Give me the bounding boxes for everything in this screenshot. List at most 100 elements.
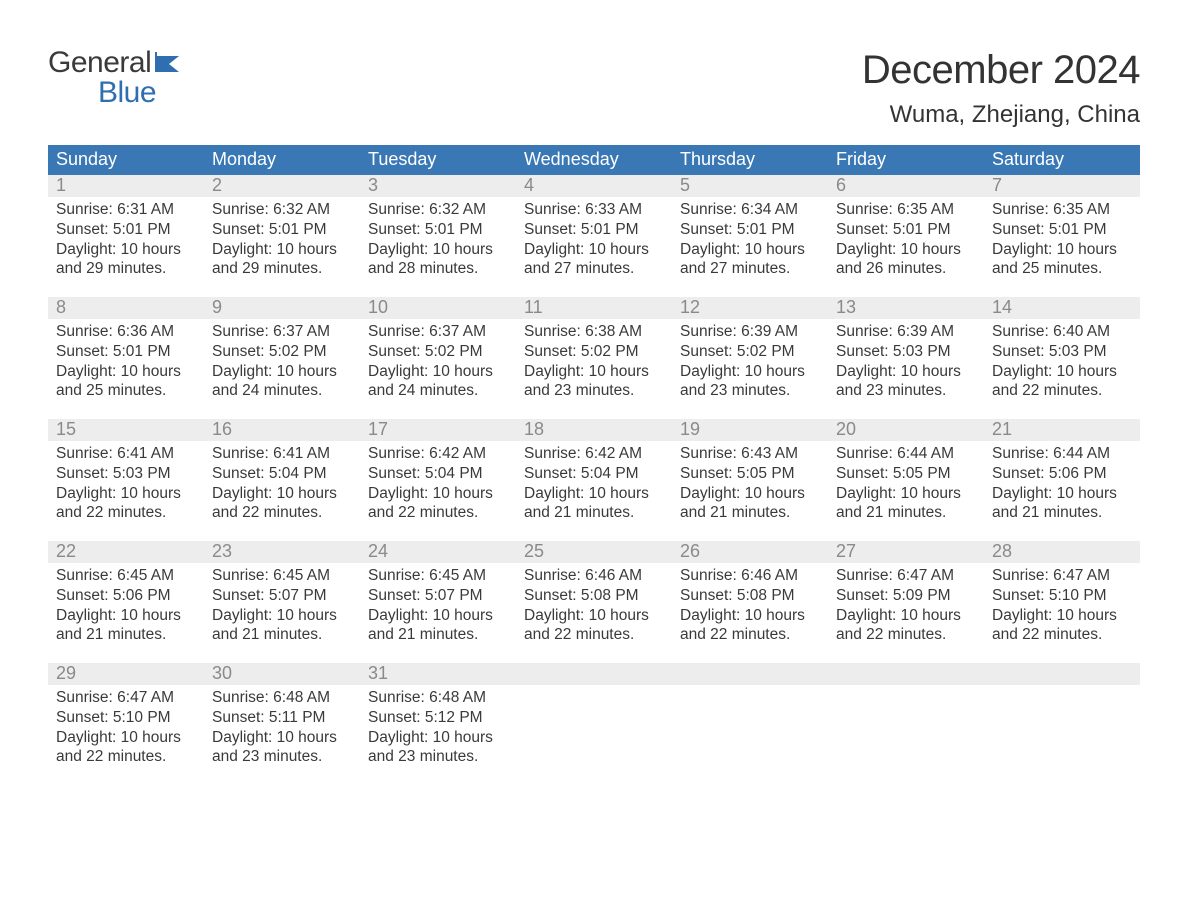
daylight-text: Daylight: 10 hours and 21 minutes. bbox=[368, 606, 508, 646]
daylight-text: Daylight: 10 hours and 21 minutes. bbox=[680, 484, 820, 524]
day-number: 4 bbox=[516, 175, 672, 197]
day-number bbox=[984, 663, 1140, 685]
sunset-text: Sunset: 5:01 PM bbox=[836, 220, 976, 240]
day-number: 28 bbox=[984, 541, 1140, 563]
day-cell: Sunrise: 6:45 AMSunset: 5:07 PMDaylight:… bbox=[360, 563, 516, 649]
daylight-text: Daylight: 10 hours and 21 minutes. bbox=[212, 606, 352, 646]
sunrise-text: Sunrise: 6:35 AM bbox=[992, 200, 1132, 220]
sunrise-text: Sunrise: 6:46 AM bbox=[680, 566, 820, 586]
day-number: 31 bbox=[360, 663, 516, 685]
daynum-row: 1234567 bbox=[48, 175, 1140, 197]
day-number: 16 bbox=[204, 419, 360, 441]
sunset-text: Sunset: 5:01 PM bbox=[56, 220, 196, 240]
day-cell: Sunrise: 6:45 AMSunset: 5:06 PMDaylight:… bbox=[48, 563, 204, 649]
daylight-text: Daylight: 10 hours and 22 minutes. bbox=[212, 484, 352, 524]
sunset-text: Sunset: 5:01 PM bbox=[56, 342, 196, 362]
logo-text-blue: Blue bbox=[48, 78, 183, 108]
sunset-text: Sunset: 5:07 PM bbox=[368, 586, 508, 606]
sunset-text: Sunset: 5:04 PM bbox=[212, 464, 352, 484]
daylight-text: Daylight: 10 hours and 22 minutes. bbox=[680, 606, 820, 646]
day-number: 17 bbox=[360, 419, 516, 441]
sunrise-text: Sunrise: 6:41 AM bbox=[56, 444, 196, 464]
sunset-text: Sunset: 5:03 PM bbox=[836, 342, 976, 362]
day-cell: Sunrise: 6:32 AMSunset: 5:01 PMDaylight:… bbox=[360, 197, 516, 283]
week: 15161718192021Sunrise: 6:41 AMSunset: 5:… bbox=[48, 419, 1140, 541]
day-number: 3 bbox=[360, 175, 516, 197]
sunset-text: Sunset: 5:10 PM bbox=[56, 708, 196, 728]
daynum-row: 293031 bbox=[48, 663, 1140, 685]
day-number: 15 bbox=[48, 419, 204, 441]
daynum-row: 22232425262728 bbox=[48, 541, 1140, 563]
day-number: 20 bbox=[828, 419, 984, 441]
sunrise-text: Sunrise: 6:33 AM bbox=[524, 200, 664, 220]
sunrise-text: Sunrise: 6:44 AM bbox=[992, 444, 1132, 464]
day-cell: Sunrise: 6:39 AMSunset: 5:02 PMDaylight:… bbox=[672, 319, 828, 405]
logo-text-general: General bbox=[48, 48, 151, 78]
day-number: 29 bbox=[48, 663, 204, 685]
sunset-text: Sunset: 5:08 PM bbox=[680, 586, 820, 606]
day-cell: Sunrise: 6:41 AMSunset: 5:04 PMDaylight:… bbox=[204, 441, 360, 527]
day-cell: Sunrise: 6:48 AMSunset: 5:11 PMDaylight:… bbox=[204, 685, 360, 771]
sunset-text: Sunset: 5:01 PM bbox=[524, 220, 664, 240]
content-row: Sunrise: 6:31 AMSunset: 5:01 PMDaylight:… bbox=[48, 197, 1140, 297]
day-cell: Sunrise: 6:42 AMSunset: 5:04 PMDaylight:… bbox=[516, 441, 672, 527]
sunset-text: Sunset: 5:02 PM bbox=[680, 342, 820, 362]
sunset-text: Sunset: 5:08 PM bbox=[524, 586, 664, 606]
sunrise-text: Sunrise: 6:37 AM bbox=[212, 322, 352, 342]
sunset-text: Sunset: 5:09 PM bbox=[836, 586, 976, 606]
day-header-cell: Saturday bbox=[984, 145, 1140, 175]
day-cell: Sunrise: 6:44 AMSunset: 5:06 PMDaylight:… bbox=[984, 441, 1140, 527]
week: 891011121314Sunrise: 6:36 AMSunset: 5:01… bbox=[48, 297, 1140, 419]
day-number: 27 bbox=[828, 541, 984, 563]
sunset-text: Sunset: 5:05 PM bbox=[836, 464, 976, 484]
daynum-row: 15161718192021 bbox=[48, 419, 1140, 441]
day-cell: Sunrise: 6:46 AMSunset: 5:08 PMDaylight:… bbox=[516, 563, 672, 649]
month-title: December 2024 bbox=[862, 48, 1140, 93]
content-row: Sunrise: 6:47 AMSunset: 5:10 PMDaylight:… bbox=[48, 685, 1140, 785]
day-header-cell: Friday bbox=[828, 145, 984, 175]
day-number bbox=[516, 663, 672, 685]
sunrise-text: Sunrise: 6:44 AM bbox=[836, 444, 976, 464]
day-cell: Sunrise: 6:37 AMSunset: 5:02 PMDaylight:… bbox=[204, 319, 360, 405]
sunset-text: Sunset: 5:10 PM bbox=[992, 586, 1132, 606]
sunset-text: Sunset: 5:02 PM bbox=[368, 342, 508, 362]
day-cell: Sunrise: 6:32 AMSunset: 5:01 PMDaylight:… bbox=[204, 197, 360, 283]
content-row: Sunrise: 6:36 AMSunset: 5:01 PM Daylight:… bbox=[48, 319, 1140, 419]
sunrise-text: Sunrise: 6:46 AM bbox=[524, 566, 664, 586]
day-number: 14 bbox=[984, 297, 1140, 319]
daylight-text: Daylight: 10 hours and 21 minutes. bbox=[56, 606, 196, 646]
sunrise-text: Sunrise: 6:36 AM bbox=[56, 322, 196, 342]
day-number: 18 bbox=[516, 419, 672, 441]
sunrise-text: Sunrise: 6:47 AM bbox=[56, 688, 196, 708]
sunrise-text: Sunrise: 6:38 AM bbox=[524, 322, 664, 342]
sunrise-text: Sunrise: 6:34 AM bbox=[680, 200, 820, 220]
sunset-text: Sunset: 5:02 PM bbox=[212, 342, 352, 362]
day-cell: Sunrise: 6:44 AMSunset: 5:05 PMDaylight:… bbox=[828, 441, 984, 527]
day-cell: Sunrise: 6:47 AMSunset: 5:10 PMDaylight:… bbox=[984, 563, 1140, 649]
sunrise-text: Sunrise: 6:31 AM bbox=[56, 200, 196, 220]
day-header-cell: Tuesday bbox=[360, 145, 516, 175]
day-number: 9 bbox=[204, 297, 360, 319]
sunset-text: Sunset: 5:05 PM bbox=[680, 464, 820, 484]
day-number: 21 bbox=[984, 419, 1140, 441]
sunset-text: Sunset: 5:02 PM bbox=[524, 342, 664, 362]
day-cell bbox=[984, 685, 1140, 771]
sunset-text: Sunset: 5:03 PM bbox=[56, 464, 196, 484]
sunrise-text: Sunrise: 6:47 AM bbox=[992, 566, 1132, 586]
day-cell: Sunrise: 6:38 AMSunset: 5:02 PMDaylight:… bbox=[516, 319, 672, 405]
day-number: 13 bbox=[828, 297, 984, 319]
daylight-text: Daylight: 10 hours and 23 minutes. bbox=[680, 362, 820, 402]
daylight-text: Daylight: 10 hours and 21 minutes. bbox=[524, 484, 664, 524]
title-block: December 2024 Wuma, Zhejiang, China bbox=[862, 48, 1140, 139]
day-cell: Sunrise: 6:37 AMSunset: 5:02 PMDaylight:… bbox=[360, 319, 516, 405]
day-header-cell: Sunday bbox=[48, 145, 204, 175]
daylight-text: Daylight: 10 hours and 24 minutes. bbox=[368, 362, 508, 402]
sunrise-text: Sunrise: 6:48 AM bbox=[212, 688, 352, 708]
daylight-text: Daylight: 10 hours and 22 minutes. bbox=[524, 606, 664, 646]
daylight-text: Daylight: 10 hours and 24 minutes. bbox=[212, 362, 352, 402]
sunrise-text: Sunrise: 6:45 AM bbox=[212, 566, 352, 586]
day-number: 30 bbox=[204, 663, 360, 685]
day-header-cell: Wednesday bbox=[516, 145, 672, 175]
week: 1234567Sunrise: 6:31 AMSunset: 5:01 PMDa… bbox=[48, 175, 1140, 297]
day-number: 24 bbox=[360, 541, 516, 563]
